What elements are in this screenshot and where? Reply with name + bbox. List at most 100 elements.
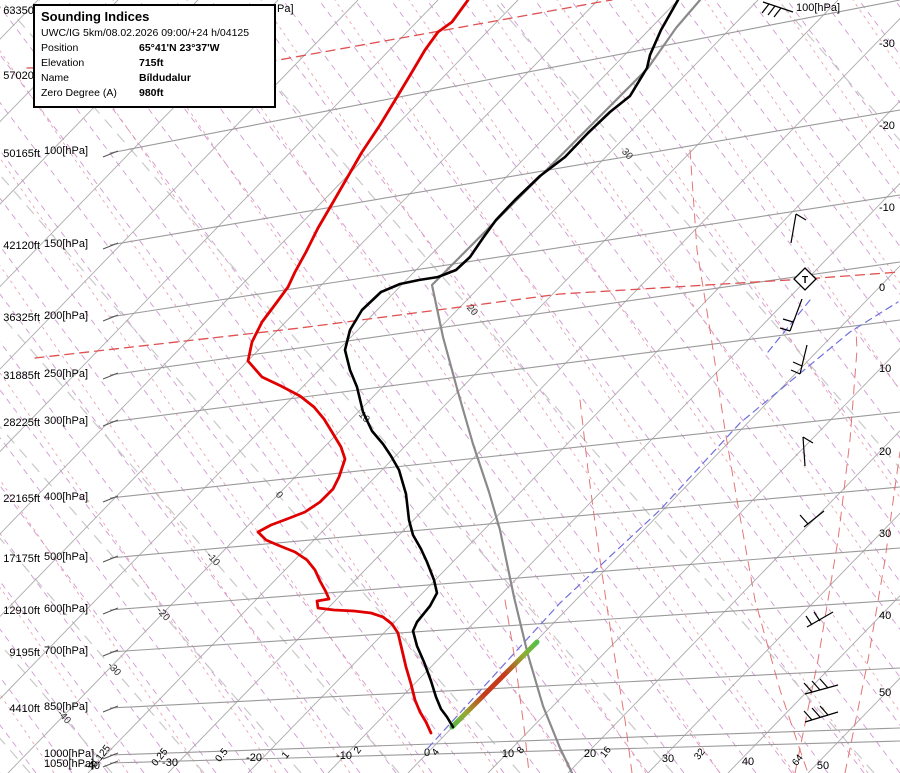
svg-text:0: 0 [424,747,430,759]
dewpoint-curve [246,0,470,735]
info-label: Zero Degree (A) [41,87,117,99]
info-label: Elevation [41,57,85,69]
svg-text:40: 40 [742,756,754,768]
saturated-adiabats-red [504,149,900,773]
svg-text:8: 8 [515,745,527,757]
wind-barb [761,1,794,18]
svg-text:300[hPa]: 300[hPa] [44,415,88,427]
info-value: 980ft [139,87,164,99]
svg-text:100[hPa]: 100[hPa] [44,145,88,157]
svg-text:17175ft: 17175ft [3,553,40,565]
svg-text:1050[hPa]: 1050[hPa] [44,758,94,770]
svg-text:42120ft: 42120ft [3,240,40,252]
svg-text:700[hPa]: 700[hPa] [44,645,88,657]
svg-text:0.5: 0.5 [213,746,230,764]
wind-barb [803,705,839,723]
svg-text:-30: -30 [162,757,178,769]
right-axis-labels: -30 -20 -10 0 10 20 30 40 50 [879,38,895,699]
svg-text:Pa]: Pa] [277,3,294,15]
top-right-pressure-label: 100[hPa] [796,2,840,14]
info-row-position: Position 65°41'N 23°37'W [41,42,268,57]
svg-text:500[hPa]: 500[hPa] [44,551,88,563]
svg-text:64: 64 [790,752,806,768]
svg-text:1000[hPa]: 1000[hPa] [44,748,94,760]
svg-text:28225ft: 28225ft [3,417,40,429]
svg-text:57020ft: 57020ft [3,70,40,82]
svg-text:400[hPa]: 400[hPa] [44,491,88,503]
svg-text:30: 30 [662,753,674,765]
svg-text:0: 0 [879,282,885,294]
svg-text:9195ft: 9195ft [9,647,40,659]
svg-text:10: 10 [502,748,514,760]
svg-text:4: 4 [430,747,442,759]
svg-text:50: 50 [879,687,891,699]
info-row-elevation: Elevation 715ft [41,57,268,72]
info-box-title: Sounding Indices [41,9,150,24]
svg-text:32: 32 [692,746,708,762]
svg-text:850[hPa]: 850[hPa] [44,701,88,713]
tropopause-marker: T [793,267,817,291]
svg-text:-20: -20 [154,605,172,623]
svg-text:-30: -30 [879,38,895,50]
svg-text:50: 50 [817,760,829,772]
left-axis-labels: 63350ft 57020ft 50165ft 42120ft 36325ft 31885… [3,5,94,770]
svg-text:200[hPa]: 200[hPa] [44,310,88,322]
sounding-indices-box: Sounding Indices UWC/IG 5km/08.02.2026 0… [33,4,276,108]
bottom-axis-labels: -40 -30 -20 -10 0 10 20 30 40 500.125 0.25 0.5 1 2 4 8 1… [84,743,829,772]
wind-barb [799,510,825,528]
svg-text:40: 40 [879,610,891,622]
wind-barb [802,436,814,467]
svg-text:20: 20 [879,446,891,458]
svg-text:30: 30 [619,147,635,163]
wind-barb [790,213,807,244]
svg-text:36325ft: 36325ft [3,312,40,324]
info-row-name: Name Bíldudalur [41,72,268,87]
svg-text:2: 2 [352,745,364,757]
svg-text:-20: -20 [879,120,895,132]
svg-text:50165ft: 50165ft [3,148,40,160]
svg-text:-20: -20 [246,752,262,764]
svg-text:-10: -10 [336,750,352,762]
svg-text:4410ft: 4410ft [9,703,40,715]
info-label: Name [41,72,70,84]
svg-text:22165ft: 22165ft [3,493,40,505]
info-box-table: Position 65°41'N 23°37'W Elevation 715ft… [41,42,268,102]
svg-text:63350ft: 63350ft [3,5,40,17]
svg-text:-30: -30 [105,660,123,678]
wind-barb [805,611,834,628]
svg-text:20: 20 [464,303,480,319]
info-value: 65°41'N 23°37'W [139,42,220,54]
wind-barb [779,298,803,332]
svg-text:100[hPa]: 100[hPa] [796,2,840,14]
svg-text:-40: -40 [84,760,100,772]
partial-top-label: Pa] [277,3,294,15]
svg-text:T: T [802,275,808,286]
svg-text:30: 30 [879,528,891,540]
svg-text:250[hPa]: 250[hPa] [44,368,88,380]
surface-lift-segment [449,639,540,730]
svg-text:0: 0 [273,490,285,502]
svg-text:150[hPa]: 150[hPa] [44,238,88,250]
svg-text:10: 10 [879,363,891,375]
parcel-line [430,0,702,773]
isobars [102,0,900,768]
info-row-zero-degree: Zero Degree (A) 980ft [41,87,268,102]
svg-text:31885ft: 31885ft [3,370,40,382]
svg-text:16: 16 [598,744,614,760]
blue-dashed-line [427,299,899,749]
svg-text:600[hPa]: 600[hPa] [44,603,88,615]
svg-text:-10: -10 [879,202,895,214]
svg-text:1: 1 [280,750,292,762]
wind-barb [803,678,839,695]
svg-text:12910ft: 12910ft [3,605,40,617]
wind-barb [790,344,808,375]
wind-barbs [761,1,839,723]
info-label: Position [41,42,79,54]
info-value: Bíldudalur [139,72,191,84]
temperature-curve [343,0,680,729]
